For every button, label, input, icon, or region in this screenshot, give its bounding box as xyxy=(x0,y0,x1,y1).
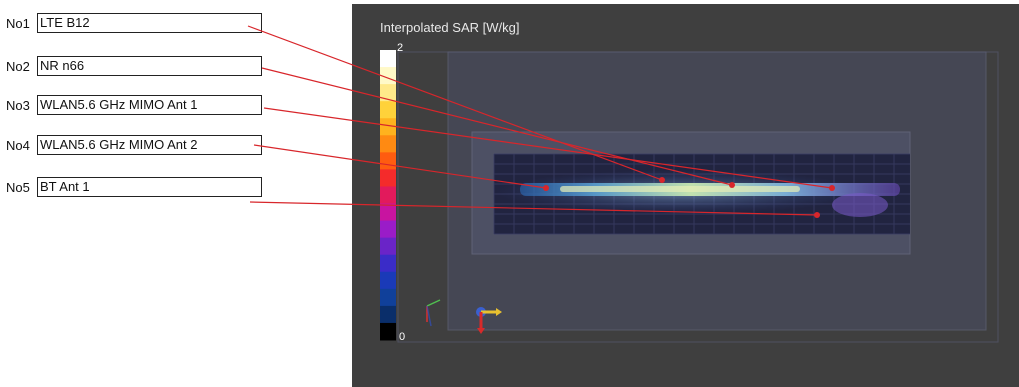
axis-gizmo-icon xyxy=(476,307,502,334)
sar-scale-title: Interpolated SAR [W/kg] xyxy=(380,20,520,35)
scale-color-step xyxy=(380,203,396,222)
antenna-number: No2 xyxy=(6,58,30,74)
scale-min-label: 0 xyxy=(399,331,406,343)
scale-color-step xyxy=(380,237,396,256)
scale-color-step xyxy=(380,305,396,324)
antenna-label-box: BT Ant 1 xyxy=(37,177,262,197)
antenna-row-4: No4 WLAN5.6 GHz MIMO Ant 2 xyxy=(6,134,262,156)
scale-color-step xyxy=(380,135,396,153)
scale-color-step xyxy=(380,50,396,68)
antenna-number: No3 xyxy=(6,97,30,113)
scale-color-step xyxy=(380,152,396,170)
scale-color-step xyxy=(380,118,396,136)
antenna-row-5: No5 BT Ant 1 xyxy=(6,176,262,198)
scale-color-step xyxy=(380,254,396,273)
scale-color-step xyxy=(380,169,396,187)
antenna-row-1: No1 LTE B12 xyxy=(6,12,262,34)
antenna-label-box: NR n66 xyxy=(37,56,262,76)
scale-color-step xyxy=(380,271,396,290)
antenna-row-3: No3 WLAN5.6 GHz MIMO Ant 1 xyxy=(6,94,262,116)
scale-color-step xyxy=(380,220,396,239)
antenna-number: No4 xyxy=(6,137,30,153)
scale-color-step xyxy=(380,67,396,85)
scale-color-step xyxy=(380,288,396,307)
sar-color-scale xyxy=(380,50,396,341)
antenna-leader-lines xyxy=(247,25,833,216)
scale-color-step xyxy=(380,186,396,205)
antenna-location-markers xyxy=(543,177,835,218)
axis-gizmo-small xyxy=(426,299,441,327)
antenna-number: No1 xyxy=(6,15,30,31)
scale-color-step xyxy=(380,84,396,102)
antenna-label-box: WLAN5.6 GHz MIMO Ant 2 xyxy=(37,135,262,155)
scale-color-step xyxy=(380,101,396,119)
antenna-number: No5 xyxy=(6,179,30,195)
scale-color-step xyxy=(380,322,396,341)
antenna-row-2: No2 NR n66 xyxy=(6,55,262,77)
antenna-label-box: LTE B12 xyxy=(37,13,262,33)
scale-max-label: 2 xyxy=(397,42,404,54)
antenna-label-box: WLAN5.6 GHz MIMO Ant 1 xyxy=(37,95,262,115)
